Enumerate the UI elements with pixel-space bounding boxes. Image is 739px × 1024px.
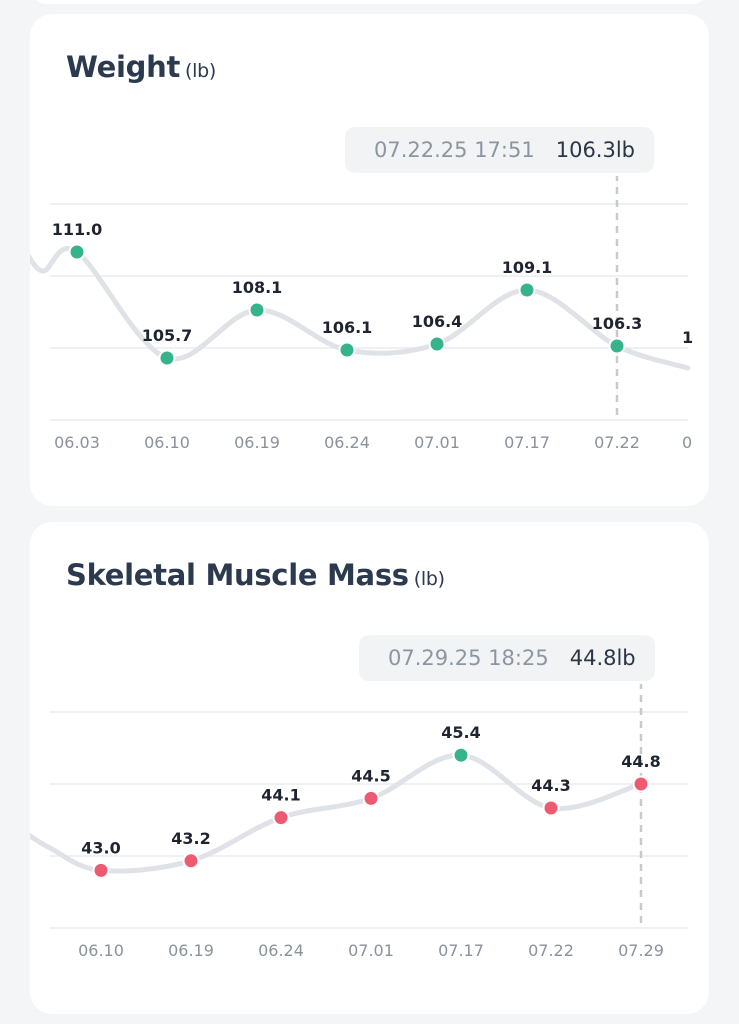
- weight-data-point: [160, 351, 174, 365]
- smm-chart[interactable]: 43.0 43.2 44.1 44.5 45.4 44.3 44.8 06.10 06.19 06…: [30, 684, 709, 974]
- smm-unit: (lb): [413, 568, 445, 590]
- smm-tooltip-value: 44.8lb: [569, 646, 636, 670]
- weight-tooltip-value: 106.3lb: [555, 138, 636, 162]
- smm-value-label: 45.4: [441, 723, 480, 742]
- weight-data-point: [520, 283, 534, 297]
- smm-data-point: [94, 863, 108, 877]
- weight-x-tick-label: 06.10: [144, 433, 190, 452]
- smm-series-line: [30, 752, 644, 874]
- smm-value-label: 43.2: [171, 829, 210, 848]
- smm-chart-svg[interactable]: 43.0 43.2 44.1 44.5 45.4 44.3 44.8 06.10 06.19 06…: [30, 684, 709, 974]
- smm-data-point: [544, 801, 558, 815]
- smm-data-point: [364, 791, 378, 805]
- weight-title: Weight (lb): [66, 50, 216, 84]
- previous-card-edge: [30, 0, 709, 4]
- weight-title-text: Weight: [66, 50, 181, 84]
- weight-value-label: 109.1: [502, 258, 553, 277]
- weight-clipped-label: 1: [682, 328, 693, 347]
- weight-tooltip: 07.22.25 17:51 106.3lb: [345, 127, 655, 173]
- smm-x-tick-label: 06.24: [258, 941, 304, 960]
- weight-data-point: [430, 337, 444, 351]
- weight-x-tick-label: 07.17: [504, 433, 550, 452]
- weight-value-label: 106.4: [412, 312, 463, 331]
- smm-data-point: [454, 748, 468, 762]
- smm-value-label: 43.0: [81, 838, 120, 857]
- weight-data-point: [610, 339, 624, 353]
- weight-value-label: 108.1: [232, 278, 283, 297]
- smm-title: Skeletal Muscle Mass (lb): [66, 558, 445, 592]
- weight-data-point: [70, 245, 84, 259]
- weight-series-line: [30, 246, 691, 371]
- smm-title-text: Skeletal Muscle Mass: [66, 558, 409, 592]
- smm-value-label: 44.1: [261, 786, 300, 805]
- smm-value-label: 44.5: [351, 766, 390, 785]
- weight-chart-svg[interactable]: 111.0 105.7 108.1 106.1 106.4 109.1 106.3 06.03…: [30, 176, 709, 466]
- smm-tooltip: 07.29.25 18:25 44.8lb: [359, 635, 655, 681]
- skeletal-muscle-mass-card[interactable]: Skeletal Muscle Mass (lb) 07.29.25 18:25 …: [30, 522, 709, 1014]
- weight-value-label: 106.3: [592, 314, 643, 333]
- smm-data-point: [184, 854, 198, 868]
- weight-value-label: 105.7: [142, 326, 193, 345]
- weight-card[interactable]: Weight (lb) 07.22.25 17:51 106.3lb 111.0 1…: [30, 14, 709, 506]
- weight-chart[interactable]: 111.0 105.7 108.1 106.1 106.4 109.1 106.3 06.03…: [30, 176, 709, 466]
- smm-x-tick-label: 07.29: [618, 941, 664, 960]
- weight-unit: (lb): [185, 60, 216, 82]
- smm-x-tick-label: 06.19: [168, 941, 214, 960]
- smm-tooltip-time: 07.29.25 18:25: [388, 646, 549, 670]
- smm-data-point: [634, 777, 648, 791]
- weight-x-tick-label: 06.24: [324, 433, 370, 452]
- smm-x-tick-label: 07.01: [348, 941, 394, 960]
- weight-tooltip-time: 07.22.25 17:51: [374, 138, 535, 162]
- weight-value-label: 111.0: [52, 220, 103, 239]
- weight-clipped-label: 0: [682, 433, 692, 452]
- smm-value-label: 44.3: [531, 776, 570, 795]
- smm-data-point: [274, 811, 288, 825]
- smm-x-tick-label: 06.10: [78, 941, 124, 960]
- smm-x-tick-label: 07.22: [528, 941, 574, 960]
- weight-x-tick-label: 06.03: [54, 433, 100, 452]
- weight-data-point: [250, 303, 264, 317]
- weight-x-tick-label: 07.01: [414, 433, 460, 452]
- weight-value-label: 106.1: [322, 318, 373, 337]
- weight-x-tick-label: 07.22: [594, 433, 640, 452]
- smm-x-tick-label: 07.17: [438, 941, 484, 960]
- weight-x-tick-label: 06.19: [234, 433, 280, 452]
- weight-data-point: [340, 343, 354, 357]
- smm-value-label: 44.8: [621, 752, 660, 771]
